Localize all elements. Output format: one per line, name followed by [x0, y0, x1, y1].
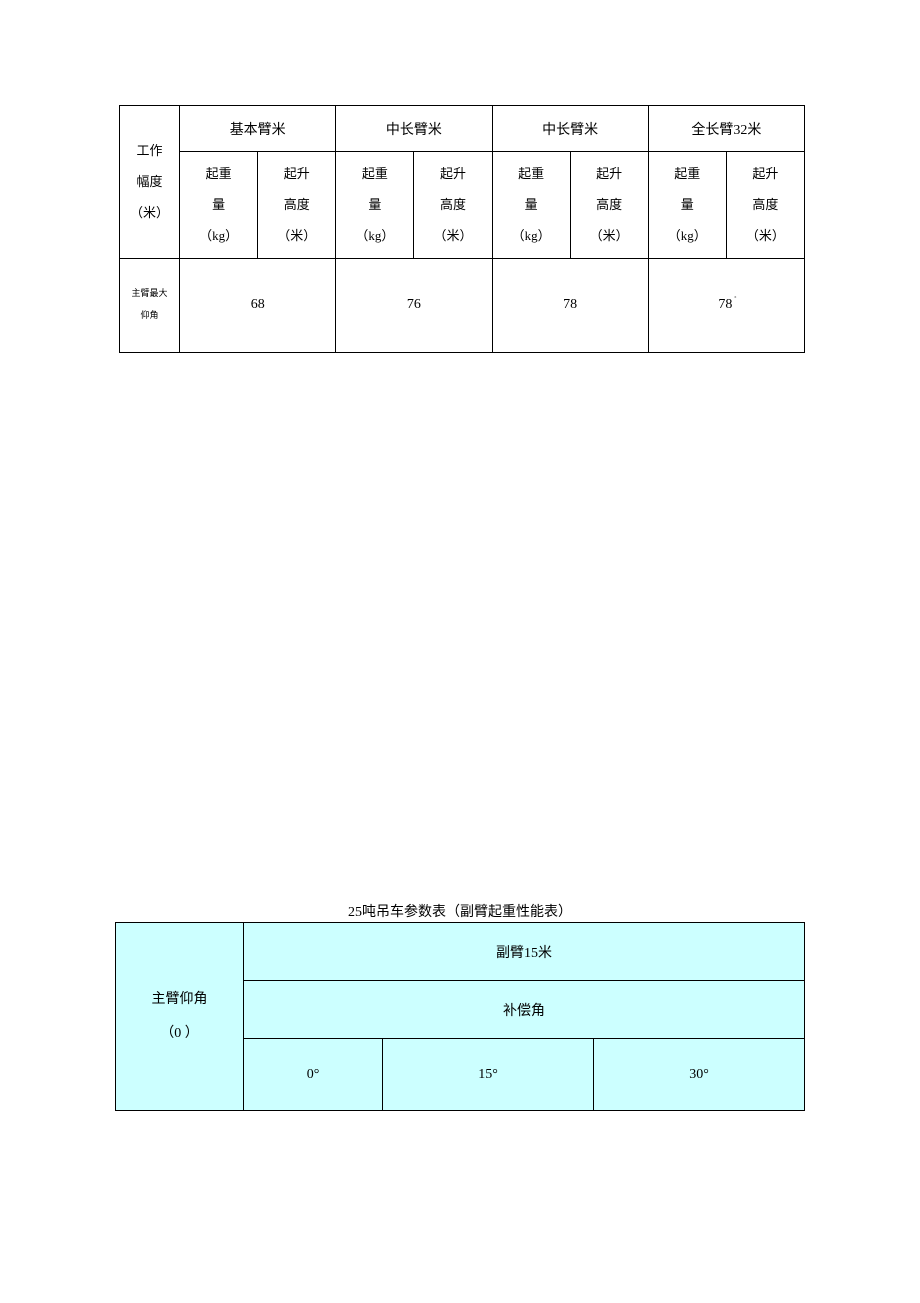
- t1-first-col-l3: （米）: [122, 197, 177, 228]
- t1-angle-3: 78: [648, 258, 804, 352]
- t1-sub-3-1: 起升高度（米）: [726, 152, 804, 259]
- t1-angle-1: 76: [336, 258, 492, 352]
- t1-angle-0: 68: [180, 258, 336, 352]
- t1-sub-0-0: 起重 量 （kg）: [180, 152, 258, 259]
- table-1-main-arm: 工作 幅度 （米） 基本臂米 中长臂米 中长臂米 全长臂32米 起重 量 （kg…: [119, 105, 805, 353]
- t1-angle-label: 主臂最大 仰角: [120, 258, 180, 352]
- t1-sub-1-0: 起重量（kg）: [336, 152, 414, 259]
- t1-first-col-header: 工作 幅度 （米）: [120, 106, 180, 259]
- t1-group-3: 全长臂32米: [648, 106, 804, 152]
- t1-angle-3-val: 78: [718, 297, 734, 312]
- t1-sub-1-1: 起升高度（米）: [414, 152, 492, 259]
- table-2-aux-arm: 主臂仰角 （0 ） 副臂15米 补偿角 0° 15° 30°: [115, 922, 805, 1111]
- t1-sub-2-1: 起升高度（米）: [570, 152, 648, 259]
- t2-r3-2: 30°: [594, 1039, 805, 1111]
- t1-group-1: 中长臂米: [336, 106, 492, 152]
- t1-group-0: 基本臂米: [180, 106, 336, 152]
- t1-sub-2-0: 起重量（kg）: [492, 152, 570, 259]
- t2-row1: 副臂15米: [244, 923, 805, 981]
- t2-first-col: 主臂仰角 （0 ）: [116, 923, 244, 1111]
- t1-first-col-l1: 工作: [122, 135, 177, 166]
- table-2-title: 25吨吊车参数表（副臂起重性能表）: [0, 901, 920, 921]
- t2-r3-0: 0°: [244, 1039, 383, 1111]
- t1-sub-3-0: 起重量（kg）: [648, 152, 726, 259]
- t1-sub-0-1: 起升 高度 （米）: [258, 152, 336, 259]
- table-2: 主臂仰角 （0 ） 副臂15米 补偿角 0° 15° 30°: [115, 922, 805, 1111]
- t1-group-2: 中长臂米: [492, 106, 648, 152]
- t1-angle-2: 78: [492, 258, 648, 352]
- t1-first-col-l2: 幅度: [122, 166, 177, 197]
- t2-r3-1: 15°: [383, 1039, 594, 1111]
- t2-row2: 补偿角: [244, 981, 805, 1039]
- table-1: 工作 幅度 （米） 基本臂米 中长臂米 中长臂米 全长臂32米 起重 量 （kg…: [119, 105, 805, 353]
